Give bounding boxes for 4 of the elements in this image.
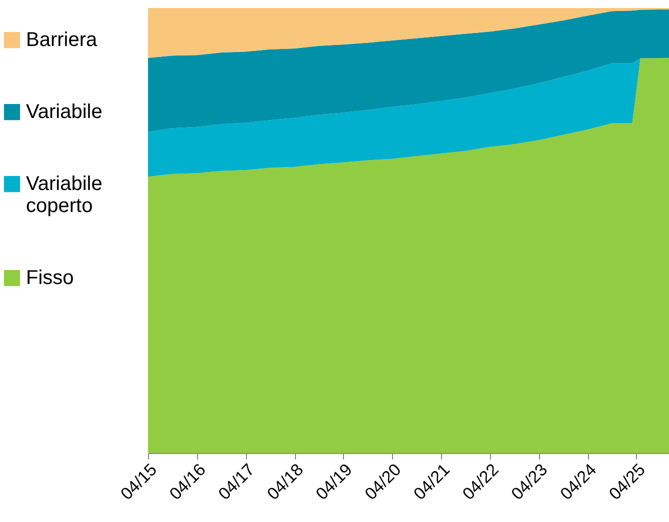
legend-label: Barriera [26,29,98,51]
legend-label: Variabile [26,101,102,123]
legend-label: Fisso [26,267,74,289]
legend-label: Variabile coperto [26,173,102,217]
